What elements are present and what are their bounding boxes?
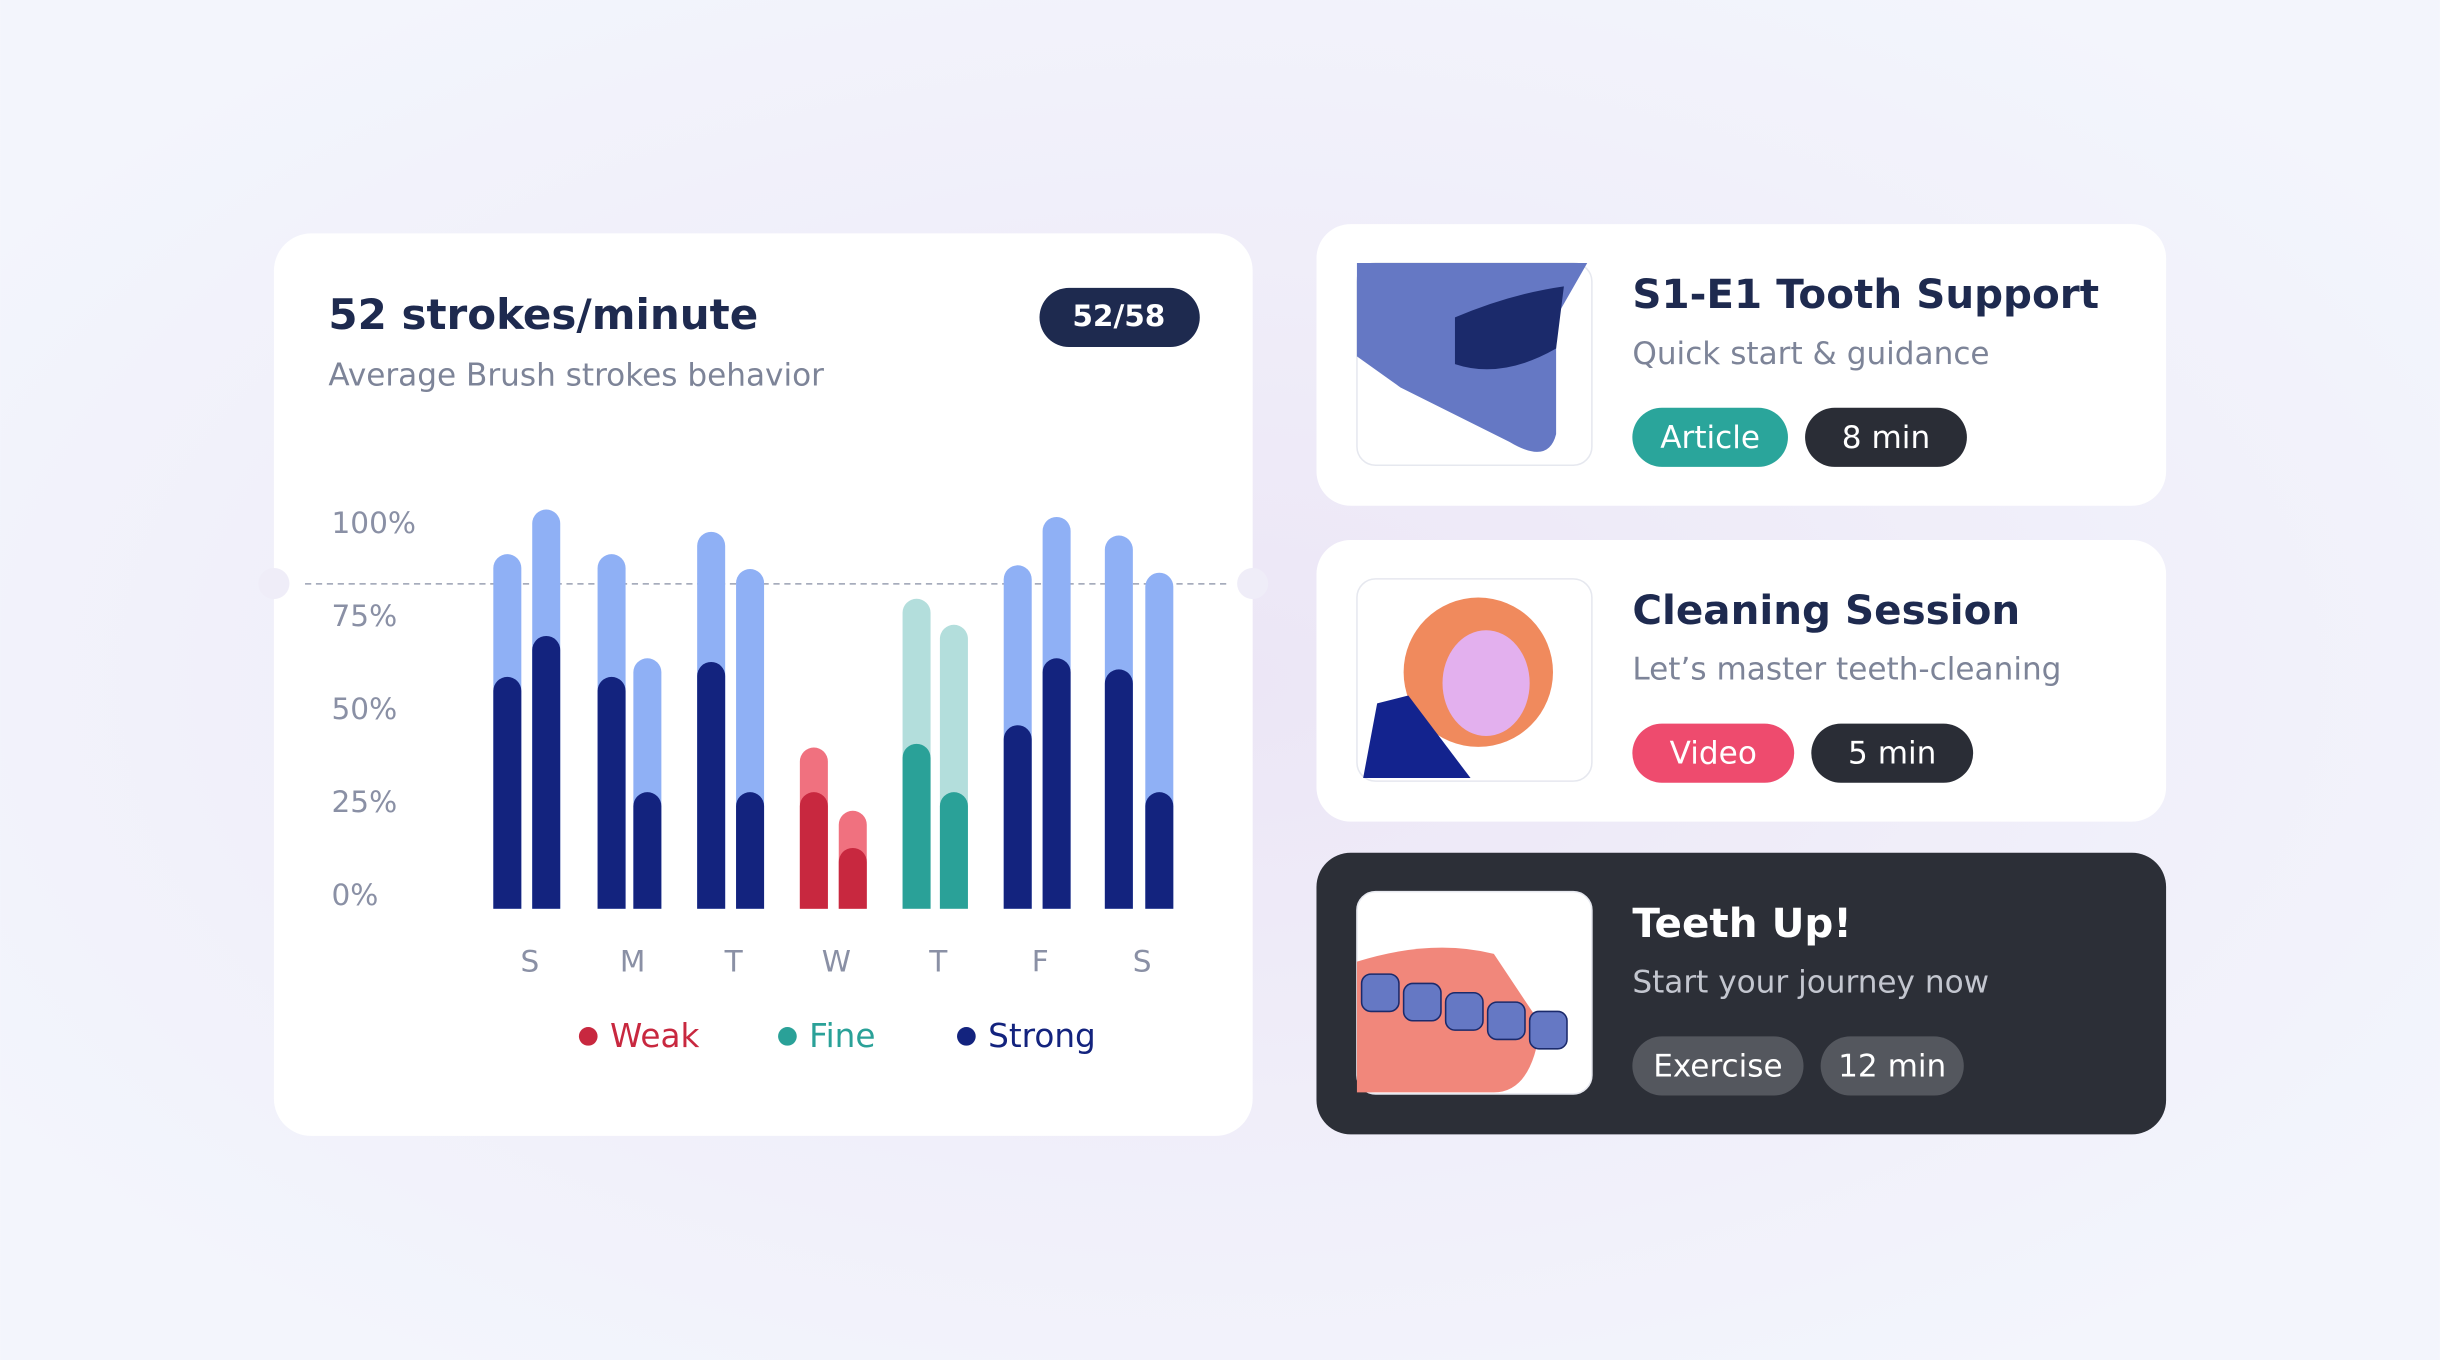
legend-dot bbox=[778, 1027, 797, 1046]
tag bbox=[1632, 407, 1788, 467]
badge-text: 52/58 bbox=[1072, 299, 1165, 333]
bar bbox=[1003, 725, 1032, 909]
bar bbox=[939, 792, 968, 909]
y-tick-label: 50% bbox=[331, 692, 397, 726]
tag-text: Article bbox=[1660, 420, 1760, 456]
badge bbox=[1039, 287, 1200, 348]
legend-label: Weak bbox=[610, 1017, 699, 1055]
bar bbox=[1104, 669, 1133, 909]
bar bbox=[1042, 658, 1071, 909]
bar bbox=[902, 743, 931, 909]
card-title: Cleaning Session bbox=[1632, 586, 2020, 634]
illustration bbox=[1402, 982, 1442, 1022]
card-title: S1-E1 Tooth Support bbox=[1632, 270, 2099, 318]
x-tick-label: F bbox=[1032, 945, 1049, 979]
illustration bbox=[1442, 630, 1530, 737]
chart-title: 52 strokes/minute bbox=[328, 290, 758, 339]
tag-text: 8 min bbox=[1842, 420, 1930, 456]
x-tick-label: S bbox=[521, 945, 540, 979]
tag bbox=[1632, 1036, 1804, 1096]
bar bbox=[838, 847, 867, 909]
illustration bbox=[1444, 991, 1484, 1031]
tag bbox=[1811, 723, 1974, 783]
illustration bbox=[1528, 1010, 1568, 1050]
illustration bbox=[1360, 973, 1400, 1013]
notch bbox=[258, 567, 290, 600]
tag bbox=[1805, 407, 1967, 467]
tag-text: 5 min bbox=[1848, 736, 1936, 772]
bar bbox=[532, 635, 561, 909]
illustration bbox=[1486, 1001, 1526, 1041]
tag-text: Exercise bbox=[1653, 1048, 1782, 1084]
tag bbox=[1632, 723, 1795, 783]
tag-text: 12 min bbox=[1838, 1048, 1946, 1084]
card-subtitle: Quick start & guidance bbox=[1632, 336, 1989, 372]
bar bbox=[493, 676, 522, 909]
bar bbox=[633, 792, 662, 909]
x-tick-label: W bbox=[822, 945, 851, 979]
legend-label: Strong bbox=[988, 1017, 1096, 1055]
bar bbox=[799, 792, 828, 909]
y-tick-label: 100% bbox=[331, 506, 415, 540]
bar bbox=[697, 661, 726, 909]
tag bbox=[1820, 1036, 1964, 1096]
legend-label: Fine bbox=[809, 1017, 875, 1055]
bar bbox=[736, 792, 765, 909]
y-tick-label: 25% bbox=[331, 785, 397, 819]
chart-subtitle: Average Brush strokes behavior bbox=[328, 358, 824, 394]
illustration bbox=[1454, 286, 1564, 370]
notch bbox=[1237, 567, 1269, 600]
y-tick-label: 75% bbox=[331, 599, 397, 633]
bar bbox=[1145, 792, 1174, 909]
x-tick-label: T bbox=[928, 945, 948, 979]
y-tick-label: 0% bbox=[331, 878, 378, 912]
x-tick-label: T bbox=[724, 945, 744, 979]
card-subtitle: Start your journey now bbox=[1632, 964, 1989, 1000]
legend-dot bbox=[578, 1027, 598, 1046]
card-subtitle: Let’s master teeth-cleaning bbox=[1632, 652, 2061, 688]
tag-text: Video bbox=[1670, 736, 1757, 772]
x-tick-label: S bbox=[1133, 945, 1152, 979]
legend-dot bbox=[957, 1027, 976, 1046]
card-title: Teeth Up! bbox=[1632, 899, 1851, 947]
bar bbox=[597, 676, 626, 909]
x-tick-label: M bbox=[620, 945, 646, 979]
illustration bbox=[1363, 695, 1471, 779]
